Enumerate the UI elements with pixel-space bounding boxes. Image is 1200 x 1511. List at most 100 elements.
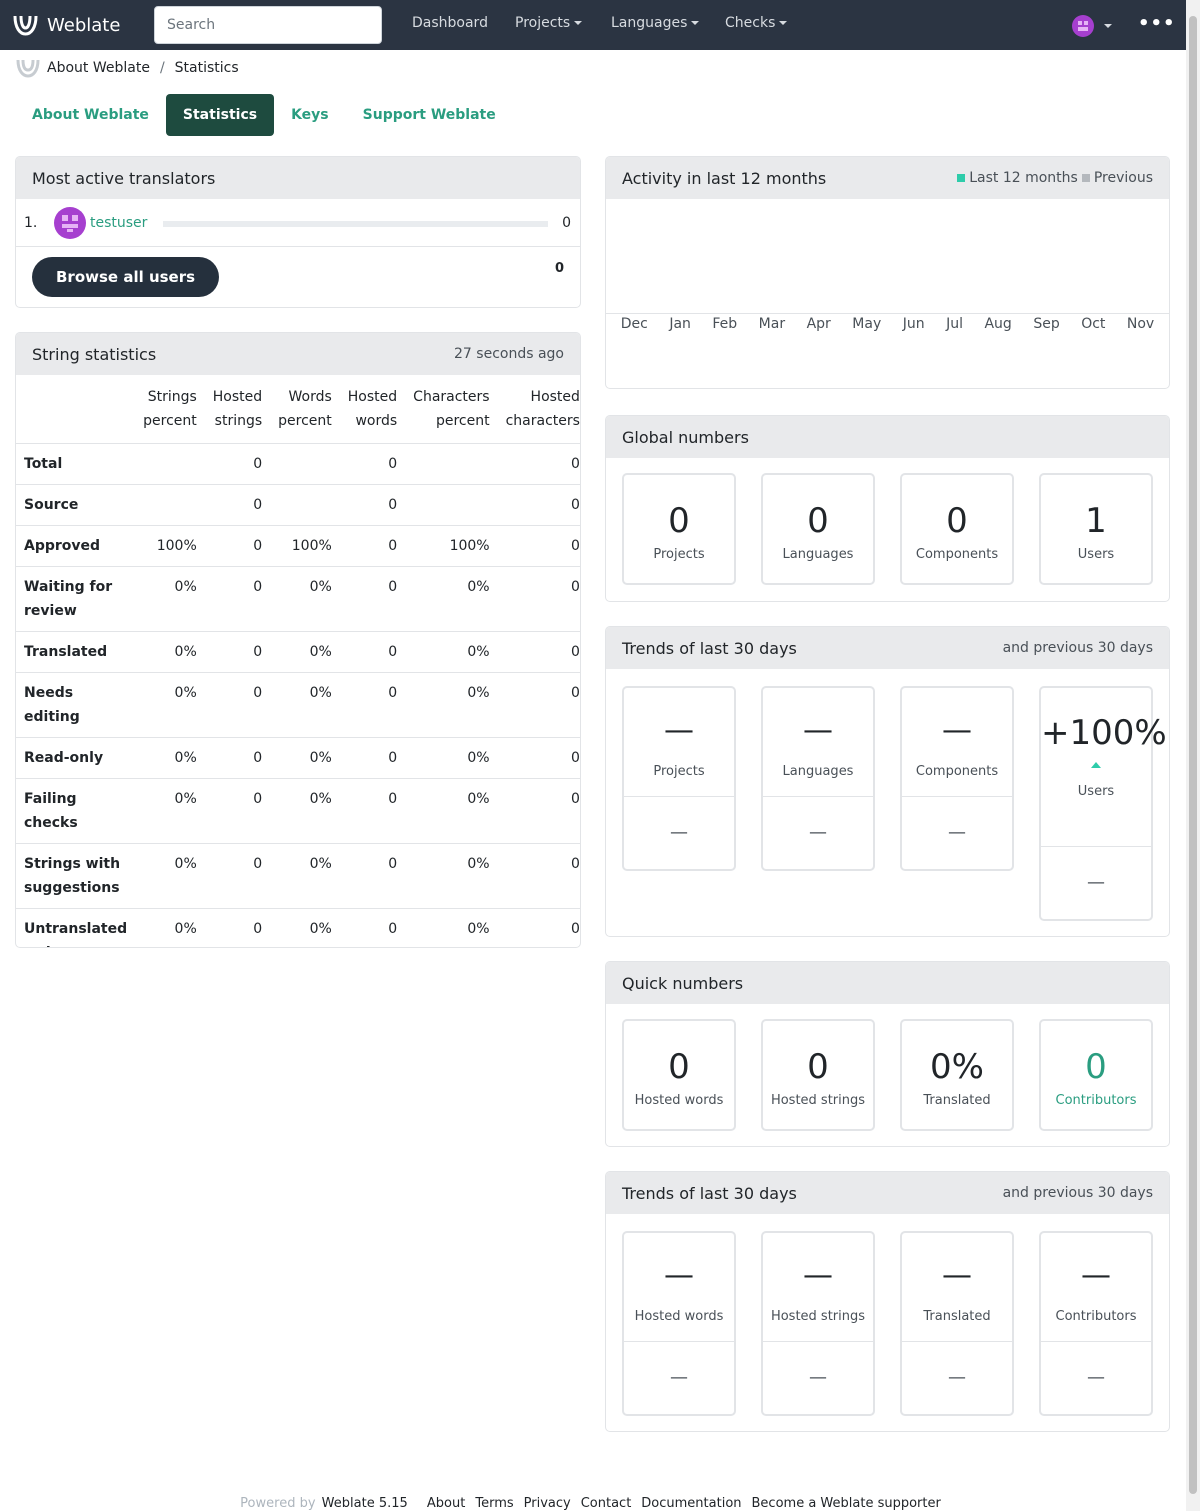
footer-link-terms[interactable]: Terms bbox=[475, 1496, 514, 1511]
footer-link-documentation[interactable]: Documentation bbox=[641, 1496, 742, 1511]
table-cell: 0% bbox=[135, 566, 205, 632]
tab-support[interactable]: Support Weblate bbox=[362, 107, 496, 123]
table-row: Translated 0% 0 0% 0 0% 0 bbox=[16, 631, 580, 673]
table-row: Approved 100% 0 100% 0 100% 0 bbox=[16, 525, 580, 567]
footer-link-contact[interactable]: Contact bbox=[580, 1496, 632, 1511]
trends-card: Trends of last 30 days and previous 30 d… bbox=[605, 1171, 1170, 1432]
table-cell: 0% bbox=[135, 778, 205, 844]
translator-avatar[interactable] bbox=[54, 206, 86, 239]
table-cell: 0% bbox=[270, 908, 340, 947]
footer-link-privacy[interactable]: Privacy bbox=[523, 1496, 571, 1511]
trend-previous: — bbox=[809, 1367, 827, 1388]
nav-languages[interactable]: Languages bbox=[611, 15, 700, 31]
translator-name-link[interactable]: testuser bbox=[90, 214, 148, 231]
table-cell: 0 bbox=[339, 672, 406, 738]
trends-card: Trends of last 30 days and previous 30 d… bbox=[605, 626, 1170, 937]
table-cell: 0 bbox=[204, 566, 271, 632]
trend-label: Contributors bbox=[1055, 1309, 1137, 1324]
table-cell: 0% bbox=[270, 737, 340, 779]
stat-box-contributors[interactable]: 0 Contributors bbox=[1039, 1019, 1153, 1131]
trend-current: — Components bbox=[902, 688, 1012, 797]
table-row: Needs editing 0% 0 0% 0 0% 0 bbox=[16, 672, 580, 738]
table-cell: 100% bbox=[135, 525, 205, 567]
table-cell: 0% bbox=[270, 672, 340, 738]
chevron-down-icon bbox=[691, 21, 700, 25]
footer-link-about[interactable]: About bbox=[426, 1496, 466, 1511]
trend-value: — bbox=[664, 713, 694, 748]
nav-dashboard[interactable]: Dashboard bbox=[412, 15, 488, 31]
activity-card: Activity in last 12 months Last 12 month… bbox=[605, 156, 1170, 389]
trends-title: Trends of last 30 days bbox=[622, 1183, 797, 1203]
footer-link-become-a-weblate-supporter[interactable]: Become a Weblate supporter bbox=[751, 1496, 941, 1511]
trends-header: Trends of last 30 days and previous 30 d… bbox=[606, 627, 1169, 669]
table-cell: 0% bbox=[270, 631, 340, 673]
table-cell: 0% bbox=[270, 566, 340, 632]
user-menu[interactable] bbox=[1072, 15, 1112, 37]
table-cell: 0 bbox=[204, 843, 271, 909]
more-menu-icon[interactable]: ••• bbox=[1138, 13, 1176, 34]
table-cell: 0 bbox=[204, 778, 271, 844]
trend-box-contributors: — Contributors — bbox=[1039, 1231, 1153, 1416]
table-cell: 0 bbox=[204, 631, 271, 673]
stat-box-users: 1 Users bbox=[1039, 473, 1153, 585]
table-cell: 0 bbox=[497, 778, 580, 844]
global-numbers-header: Global numbers bbox=[606, 416, 1169, 458]
brand-link[interactable]: Weblate bbox=[12, 12, 120, 38]
weblate-logo-icon bbox=[13, 15, 38, 36]
column-header: Strings percent bbox=[135, 375, 205, 444]
trend-value: — bbox=[942, 1258, 972, 1293]
table-cell: 0% bbox=[270, 843, 340, 909]
string-statistics-title: String statistics bbox=[32, 344, 157, 364]
activity-month-axis: Dec Jan Feb Mar Apr May Jun Jul Aug Sep Oct Nov bbox=[606, 316, 1169, 332]
translators-title: Most active translators bbox=[32, 168, 216, 188]
breadcrumb-current[interactable]: Statistics bbox=[174, 60, 239, 76]
brand-name: Weblate bbox=[47, 14, 121, 36]
scrollbar[interactable] bbox=[1186, 0, 1200, 1511]
table-cell: 0 bbox=[204, 525, 271, 567]
tab-about[interactable]: About Weblate bbox=[32, 107, 149, 123]
tab-statistics[interactable]: Statistics bbox=[165, 94, 275, 136]
trend-value: — bbox=[1081, 1258, 1111, 1293]
trend-previous: — bbox=[948, 822, 966, 843]
month-tick-label: Mar bbox=[758, 316, 786, 332]
column-header-line: strings bbox=[214, 413, 263, 429]
trend-label: Hosted words bbox=[634, 1309, 724, 1324]
column-header: Words percent bbox=[270, 375, 340, 444]
translator-row: 1. testuser 0 bbox=[16, 199, 580, 247]
tab-keys[interactable]: Keys bbox=[291, 107, 329, 123]
table-cell: 0% bbox=[405, 672, 498, 738]
trend-box-projects: — Projects — bbox=[622, 686, 736, 871]
nav-languages-label: Languages bbox=[611, 15, 688, 31]
stat-label: Projects bbox=[653, 547, 705, 562]
table-cell: 100% bbox=[270, 525, 340, 567]
table-cell bbox=[135, 443, 205, 485]
browse-all-users-button[interactable]: Browse all users bbox=[32, 257, 220, 297]
stat-box-projects: 0 Projects bbox=[622, 473, 736, 585]
chevron-down-icon bbox=[779, 21, 788, 25]
string-statistics-card: String statistics 27 seconds ago Strings… bbox=[15, 332, 581, 948]
search-input[interactable] bbox=[154, 6, 382, 44]
nav-projects[interactable]: Projects bbox=[515, 15, 583, 31]
month-tick-label: Jan bbox=[669, 316, 691, 332]
trends-header: Trends of last 30 days and previous 30 d… bbox=[606, 1172, 1169, 1214]
trend-previous: — bbox=[1087, 1367, 1105, 1388]
table-cell: 0 bbox=[339, 631, 406, 673]
column-header-line: characters bbox=[505, 413, 580, 429]
activity-title: Activity in last 12 months bbox=[622, 168, 827, 188]
nav-checks[interactable]: Checks bbox=[725, 15, 788, 31]
stat-value: 0 bbox=[946, 501, 968, 541]
nav-dashboard-label: Dashboard bbox=[412, 15, 488, 31]
month-tick-label: May bbox=[852, 316, 882, 332]
table-cell: 0% bbox=[135, 672, 205, 738]
table-cell: 0 bbox=[497, 484, 580, 526]
stat-value: 0 bbox=[807, 1047, 829, 1087]
top-navbar: Weblate Dashboard Projects Languages Che… bbox=[0, 0, 1186, 50]
scrollbar-thumb[interactable] bbox=[1189, 16, 1197, 1494]
row-label: Approved bbox=[16, 525, 136, 567]
breadcrumb-root[interactable]: About Weblate bbox=[47, 60, 150, 76]
breadcrumb-separator: / bbox=[159, 60, 165, 76]
column-header-line: percent bbox=[143, 413, 197, 429]
footer-version-link[interactable]: Weblate 5.15 bbox=[321, 1496, 408, 1511]
weblate-logo-icon bbox=[16, 59, 40, 78]
legend-previous-swatch bbox=[1081, 174, 1090, 182]
